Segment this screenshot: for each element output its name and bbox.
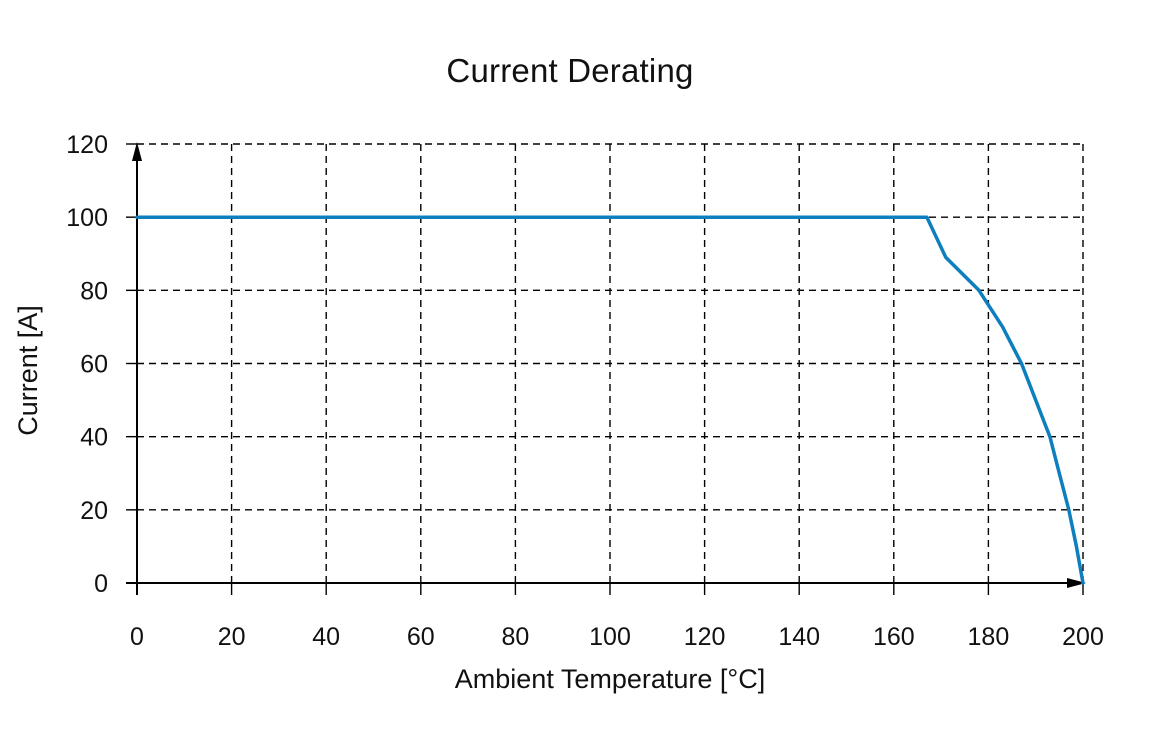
y-tick-label: 20 <box>80 497 108 525</box>
data-series-line <box>135 215 1085 585</box>
y-tick-label: 120 <box>66 131 108 159</box>
y-axis-arrow <box>132 142 142 161</box>
x-tick-label: 0 <box>130 623 144 651</box>
x-tick-label: 100 <box>589 623 631 651</box>
x-tick-label: 200 <box>1062 623 1104 651</box>
y-axis-label-container: Current [A] <box>6 150 50 590</box>
y-tick-label: 100 <box>66 204 108 232</box>
y-tick-label: 40 <box>80 424 108 452</box>
x-axis-arrow <box>1067 578 1086 588</box>
x-tick-label: 160 <box>873 623 915 651</box>
x-tick-label: 20 <box>218 623 246 651</box>
y-tick-label: 80 <box>80 277 108 305</box>
x-tick-label: 120 <box>684 623 726 651</box>
y-tick-label: 0 <box>94 570 108 598</box>
x-axis-label: Ambient Temperature [°C] <box>454 664 766 694</box>
chart-title: Current Derating <box>446 52 694 89</box>
y-tick-label: 60 <box>80 351 108 379</box>
x-tick-label: 180 <box>968 623 1010 651</box>
x-tick-label: 40 <box>312 623 340 651</box>
x-tick-label: 80 <box>501 623 529 651</box>
y-axis-label: Current [A] <box>12 304 43 436</box>
x-tick-label: 140 <box>778 623 820 651</box>
x-tick-label: 60 <box>407 623 435 651</box>
